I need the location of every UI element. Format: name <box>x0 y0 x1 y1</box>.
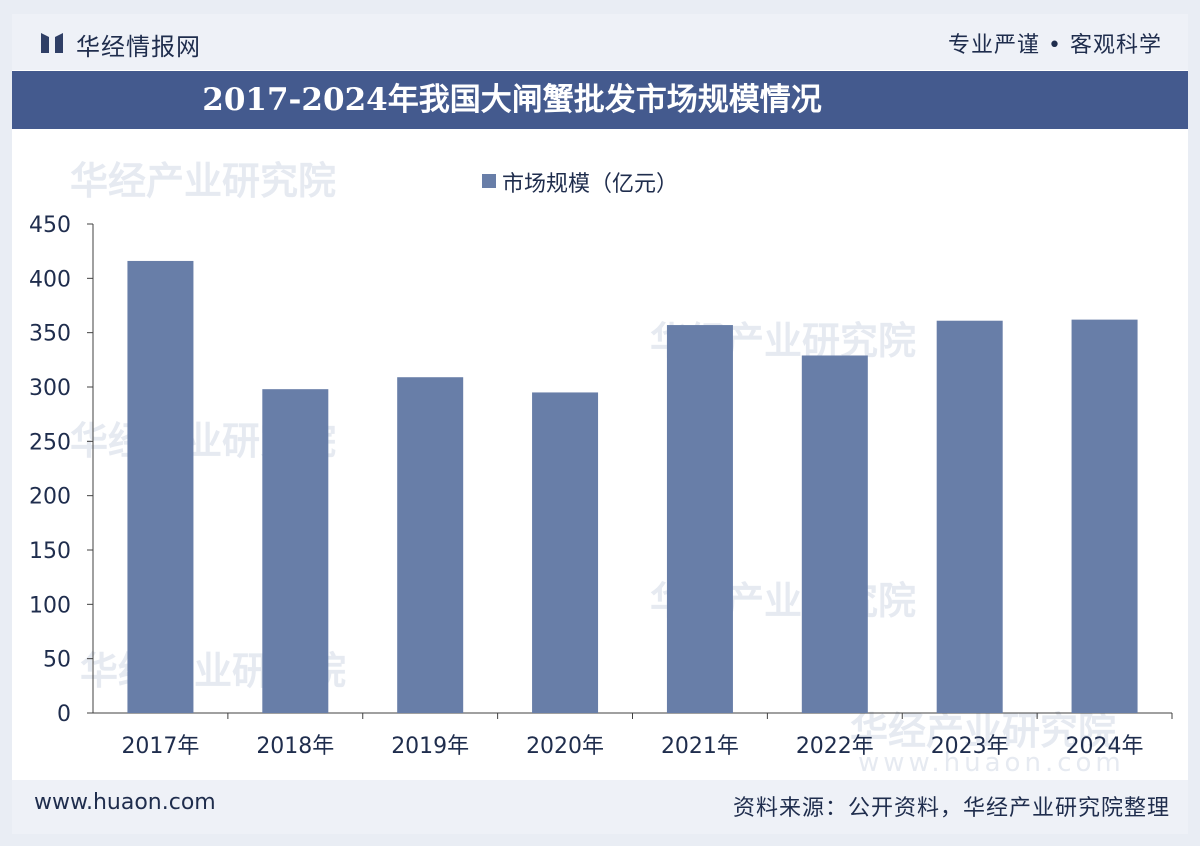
source-note: 资料来源：公开资料，华经产业研究院整理 <box>732 796 1170 821</box>
footer-bar <box>12 780 1188 834</box>
watermark-url: www.huaon.com <box>858 748 1125 778</box>
watermark: 华经产业研究院 <box>850 709 1117 753</box>
y-tick-label: 50 <box>43 648 71 673</box>
chart-title: 2017-2024年我国大闸蟹批发市场规模情况 <box>202 82 822 118</box>
title-bar <box>12 71 1188 129</box>
slogan: 专业严谨 • 客观科学 <box>948 33 1162 58</box>
x-tick-label: 2019年 <box>391 734 469 759</box>
x-tick-label: 2023年 <box>931 734 1009 759</box>
y-tick-label: 100 <box>29 593 71 618</box>
bar <box>532 392 599 713</box>
logo-icon <box>41 33 63 53</box>
bar <box>1071 319 1138 713</box>
x-tick-label: 2020年 <box>526 734 604 759</box>
legend-swatch <box>482 174 496 188</box>
x-tick-label: 2017年 <box>121 734 199 759</box>
x-tick-label: 2022年 <box>796 734 874 759</box>
legend-label: 市场规模（亿元） <box>502 172 679 197</box>
bar <box>397 377 464 713</box>
y-tick-label: 450 <box>29 213 71 238</box>
bar <box>936 320 1003 713</box>
bar <box>801 355 868 713</box>
website-link[interactable]: www.huaon.com <box>34 790 216 815</box>
x-tick-label: 2021年 <box>661 734 739 759</box>
header-bar <box>12 14 1188 70</box>
y-tick-label: 150 <box>29 539 71 564</box>
y-tick-label: 300 <box>29 376 71 401</box>
bar <box>666 325 733 713</box>
x-tick-label: 2018年 <box>256 734 334 759</box>
bar <box>127 260 194 713</box>
y-tick-label: 400 <box>29 267 71 292</box>
bar <box>262 389 329 713</box>
x-tick-label: 2024年 <box>1066 734 1144 759</box>
y-tick-label: 250 <box>29 430 71 455</box>
y-tick-label: 350 <box>29 322 71 347</box>
y-tick-label: 200 <box>29 485 71 510</box>
y-tick-label: 0 <box>57 702 71 727</box>
brand-name: 华经情报网 <box>76 33 201 61</box>
watermark: 华经产业研究院 <box>70 159 337 203</box>
